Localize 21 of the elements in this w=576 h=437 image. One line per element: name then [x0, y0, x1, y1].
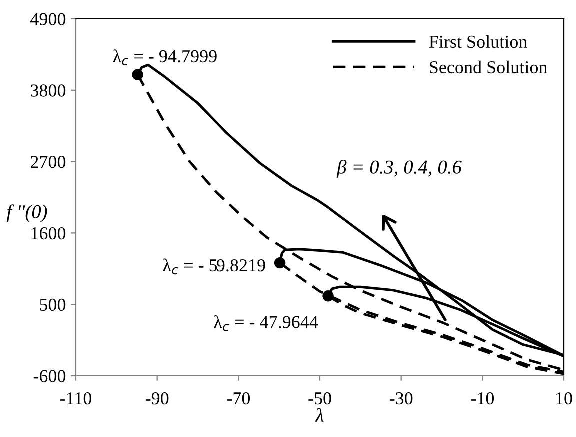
- annotation: λ$_{c}$ = - 94.7999: [113, 50, 217, 66]
- y-tick-label: 3800: [31, 84, 66, 97]
- x-tick-label: -70: [227, 392, 250, 405]
- x-tick-label: -90: [146, 392, 169, 405]
- y-tick-label: 2700: [30, 156, 66, 168]
- y-tick-label: -600: [34, 370, 66, 382]
- y-tick-label: 4900: [30, 13, 66, 26]
- y-axis-title: f ''(0): [6, 204, 48, 222]
- y-tick-label: 1600: [32, 227, 66, 240]
- x-axis-title: λ: [315, 408, 324, 422]
- annotation: λ$_{c}$ = - 47.9644: [214, 315, 318, 332]
- x-tick-label: -30: [390, 392, 413, 405]
- legend-label: First Solution: [429, 35, 528, 48]
- x-tick-label: -10: [471, 392, 494, 405]
- y-tick-label: 500: [40, 298, 66, 312]
- x-tick-label: 10: [556, 392, 572, 405]
- x-tick-label: -110: [60, 392, 92, 405]
- annotation: λ$_{c}$ = - 59.8219: [163, 258, 266, 275]
- legend-label: Second Solution: [430, 60, 548, 74]
- annotation: β = 0.3, 0.4, 0.6: [336, 160, 462, 178]
- x-tick-label: -50: [308, 392, 332, 405]
